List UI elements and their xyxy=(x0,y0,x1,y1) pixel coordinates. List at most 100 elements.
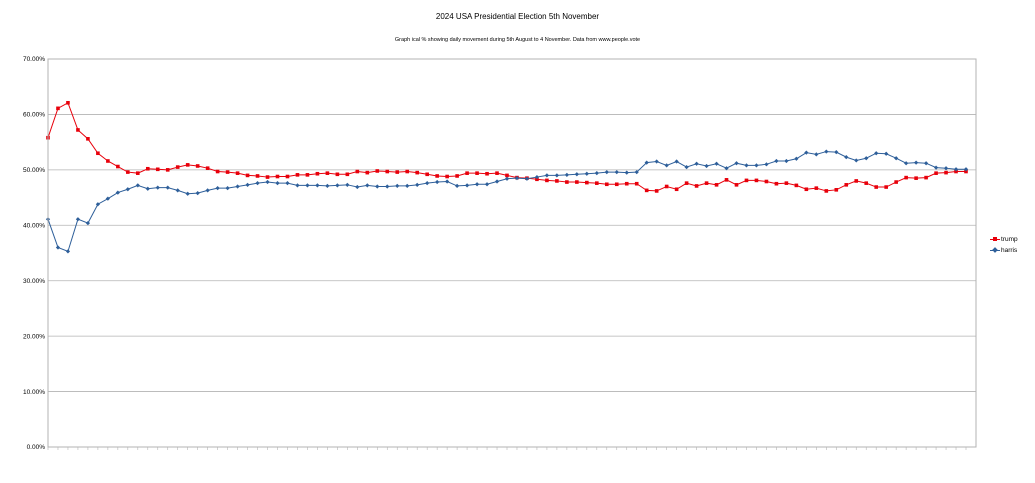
trump-point[interactable] xyxy=(634,181,639,186)
harris-point[interactable] xyxy=(963,167,969,172)
trump-point[interactable] xyxy=(774,181,779,186)
trump-point[interactable] xyxy=(305,173,310,177)
trump-point[interactable] xyxy=(235,171,240,175)
harris-point[interactable] xyxy=(85,220,91,226)
harris-point[interactable] xyxy=(355,184,360,190)
harris-point[interactable] xyxy=(315,183,320,188)
trump-point[interactable] xyxy=(215,169,220,174)
trump-point[interactable] xyxy=(165,168,170,172)
trump-point[interactable] xyxy=(644,188,649,193)
trump-point[interactable] xyxy=(225,170,230,174)
harris-point[interactable] xyxy=(115,190,120,195)
trump-point[interactable] xyxy=(724,178,729,182)
harris-point[interactable] xyxy=(514,176,520,181)
harris-point[interactable] xyxy=(125,187,130,192)
trump-point[interactable] xyxy=(126,170,130,174)
harris-point[interactable] xyxy=(614,169,619,175)
harris-point[interactable] xyxy=(734,161,739,166)
trump-point[interactable] xyxy=(265,175,270,179)
trump-point[interactable] xyxy=(285,174,290,179)
trump-point[interactable] xyxy=(874,185,878,189)
harris-point[interactable] xyxy=(195,191,200,196)
trump-point[interactable] xyxy=(545,178,549,183)
trump-point[interactable] xyxy=(684,181,689,185)
trump-point[interactable] xyxy=(794,183,799,188)
harris-point[interactable] xyxy=(295,183,300,188)
trump-point[interactable] xyxy=(814,186,819,190)
trump-point[interactable] xyxy=(944,170,948,175)
harris-point[interactable] xyxy=(504,176,510,181)
harris-point[interactable] xyxy=(724,166,729,171)
trump-point[interactable] xyxy=(754,178,759,183)
trump-point[interactable] xyxy=(455,174,459,178)
trump-point[interactable] xyxy=(335,172,340,177)
harris-point[interactable] xyxy=(824,149,829,154)
trump-point[interactable] xyxy=(864,181,869,185)
harris-point[interactable] xyxy=(155,185,160,190)
trump-point[interactable] xyxy=(674,187,679,192)
harris-point[interactable] xyxy=(55,245,61,250)
trump-point[interactable] xyxy=(375,169,380,173)
trump-point[interactable] xyxy=(76,128,80,132)
harris-point[interactable] xyxy=(904,161,909,166)
trump-point[interactable] xyxy=(595,181,599,185)
harris-point[interactable] xyxy=(764,162,769,167)
trump-point[interactable] xyxy=(325,171,330,175)
harris-point[interactable] xyxy=(305,183,310,188)
trump-point[interactable] xyxy=(56,106,60,111)
trump-point[interactable] xyxy=(784,181,789,185)
harris-point[interactable] xyxy=(784,158,789,164)
harris-point[interactable] xyxy=(574,172,579,177)
trump-point[interactable] xyxy=(405,169,410,174)
trump-point[interactable] xyxy=(425,172,429,177)
harris-point[interactable] xyxy=(435,179,440,185)
trump-point[interactable] xyxy=(954,169,958,174)
harris-point[interactable] xyxy=(684,164,689,170)
harris-point[interactable] xyxy=(913,160,919,165)
harris-point[interactable] xyxy=(175,188,180,193)
trump-point[interactable] xyxy=(315,171,320,176)
harris-point[interactable] xyxy=(564,172,569,177)
trump-point[interactable] xyxy=(86,137,90,141)
harris-point[interactable] xyxy=(255,181,260,186)
trump-point[interactable] xyxy=(255,174,260,178)
trump-point[interactable] xyxy=(355,169,360,174)
harris-point[interactable] xyxy=(854,158,859,163)
trump-point[interactable] xyxy=(485,171,489,176)
trump-point[interactable] xyxy=(924,175,928,180)
trump-point[interactable] xyxy=(155,167,160,172)
harris-point[interactable] xyxy=(844,154,849,160)
trump-point[interactable] xyxy=(555,179,559,183)
trump-point[interactable] xyxy=(435,174,439,178)
trump-point[interactable] xyxy=(116,164,120,169)
harris-point[interactable] xyxy=(395,183,400,189)
harris-point[interactable] xyxy=(953,167,959,172)
harris-point[interactable] xyxy=(335,183,340,188)
harris-point[interactable] xyxy=(714,161,719,166)
trump-point[interactable] xyxy=(624,181,629,186)
trump-point[interactable] xyxy=(295,173,300,177)
trump-point[interactable] xyxy=(694,184,699,188)
harris-point[interactable] xyxy=(654,159,659,164)
trump-point[interactable] xyxy=(275,174,280,179)
harris-point[interactable] xyxy=(375,184,380,189)
harris-point[interactable] xyxy=(105,196,110,201)
trump-point[interactable] xyxy=(904,175,908,180)
harris-point[interactable] xyxy=(894,156,899,161)
trump-point[interactable] xyxy=(185,163,190,167)
trump-point[interactable] xyxy=(824,189,829,193)
trump-point[interactable] xyxy=(96,151,100,156)
trump-point[interactable] xyxy=(395,170,400,174)
harris-point[interactable] xyxy=(365,183,370,188)
harris-point[interactable] xyxy=(405,183,410,189)
harris-point[interactable] xyxy=(454,183,460,189)
harris-point[interactable] xyxy=(584,171,589,176)
harris-point[interactable] xyxy=(464,183,470,188)
harris-point[interactable] xyxy=(744,163,749,168)
trump-point[interactable] xyxy=(145,166,150,171)
trump-point[interactable] xyxy=(575,180,579,184)
trump-point[interactable] xyxy=(884,185,888,189)
trump-point[interactable] xyxy=(585,180,589,185)
legend-item-trump[interactable]: trump xyxy=(990,234,1018,245)
harris-point[interactable] xyxy=(135,183,140,188)
